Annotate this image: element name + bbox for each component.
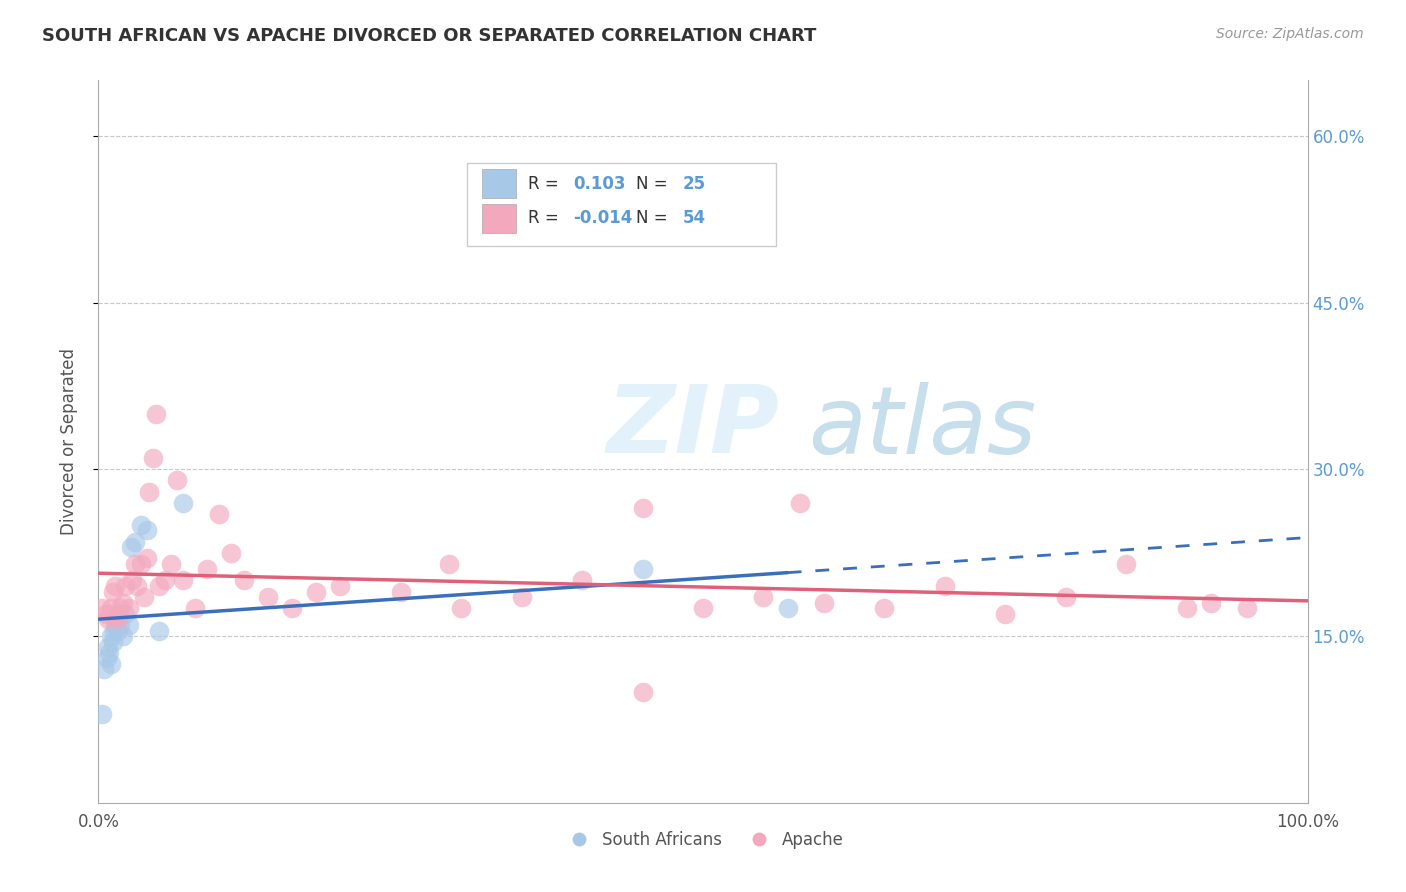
Point <box>108 607 131 621</box>
Point <box>172 496 194 510</box>
Text: 54: 54 <box>682 210 706 227</box>
Point <box>256 590 278 604</box>
Point <box>138 484 160 499</box>
Point <box>100 657 122 671</box>
Point <box>94 607 117 621</box>
Text: R =: R = <box>527 175 564 193</box>
Point <box>994 607 1017 621</box>
Text: -0.014: -0.014 <box>574 210 633 227</box>
Point <box>111 596 134 610</box>
Point <box>153 574 176 588</box>
Point <box>118 601 141 615</box>
Point <box>129 557 152 571</box>
Point <box>97 640 120 655</box>
Point <box>752 590 775 604</box>
Point <box>510 590 533 604</box>
Point <box>148 624 170 638</box>
Point <box>1175 601 1198 615</box>
Point <box>105 612 128 626</box>
Point <box>184 601 207 615</box>
Point <box>571 574 593 588</box>
Point <box>129 517 152 532</box>
Point <box>96 651 118 665</box>
Point <box>108 618 131 632</box>
Point <box>160 557 183 571</box>
Text: Source: ZipAtlas.com: Source: ZipAtlas.com <box>1216 27 1364 41</box>
Point <box>166 474 188 488</box>
Point <box>437 557 460 571</box>
Point <box>134 590 156 604</box>
Point <box>389 584 412 599</box>
Point <box>789 496 811 510</box>
Point <box>631 501 654 516</box>
Text: atlas: atlas <box>808 382 1036 473</box>
Point <box>114 579 136 593</box>
Text: N =: N = <box>637 175 673 193</box>
Bar <box>482 204 516 233</box>
Point <box>776 601 799 615</box>
Point <box>120 540 142 554</box>
Point <box>104 579 127 593</box>
Point <box>91 706 114 721</box>
Point <box>692 601 714 615</box>
Point <box>172 574 194 588</box>
Point <box>118 618 141 632</box>
Point <box>101 584 124 599</box>
Point <box>934 579 956 593</box>
Point <box>1054 590 1077 604</box>
Point <box>305 584 328 599</box>
Point <box>91 601 114 615</box>
Point <box>329 579 352 593</box>
Point <box>108 601 131 615</box>
Point <box>1115 557 1137 571</box>
Point <box>114 607 136 621</box>
Point <box>631 684 654 698</box>
Text: 25: 25 <box>682 175 706 193</box>
Text: SOUTH AFRICAN VS APACHE DIVORCED OR SEPARATED CORRELATION CHART: SOUTH AFRICAN VS APACHE DIVORCED OR SEPA… <box>42 27 817 45</box>
Point <box>98 646 121 660</box>
Point <box>111 629 134 643</box>
Point <box>145 407 167 421</box>
Bar <box>482 169 516 198</box>
Point <box>221 546 243 560</box>
Point <box>450 601 472 615</box>
Point <box>208 507 231 521</box>
Point <box>104 618 127 632</box>
FancyBboxPatch shape <box>467 163 776 246</box>
Point <box>124 534 146 549</box>
Text: ZIP: ZIP <box>606 381 779 473</box>
Point <box>1199 596 1222 610</box>
Point <box>1236 601 1258 615</box>
Point <box>107 612 129 626</box>
Point <box>127 579 149 593</box>
Point <box>813 596 835 610</box>
Point <box>124 557 146 571</box>
Point <box>105 607 128 621</box>
Point <box>873 601 896 615</box>
Point <box>107 624 129 638</box>
Point <box>101 634 124 648</box>
Text: N =: N = <box>637 210 673 227</box>
Point <box>135 524 157 538</box>
Point <box>121 574 143 588</box>
Point <box>100 629 122 643</box>
Point <box>195 562 218 576</box>
Text: 0.103: 0.103 <box>574 175 626 193</box>
Point <box>281 601 304 615</box>
Point <box>142 451 165 466</box>
Point <box>93 662 115 676</box>
Point <box>135 551 157 566</box>
Point <box>97 612 120 626</box>
Point <box>631 562 654 576</box>
Point <box>148 579 170 593</box>
Y-axis label: Divorced or Separated: Divorced or Separated <box>59 348 77 535</box>
Point <box>232 574 254 588</box>
Point <box>100 601 122 615</box>
Legend: South Africans, Apache: South Africans, Apache <box>555 824 851 856</box>
Text: R =: R = <box>527 210 564 227</box>
Point <box>103 624 125 638</box>
